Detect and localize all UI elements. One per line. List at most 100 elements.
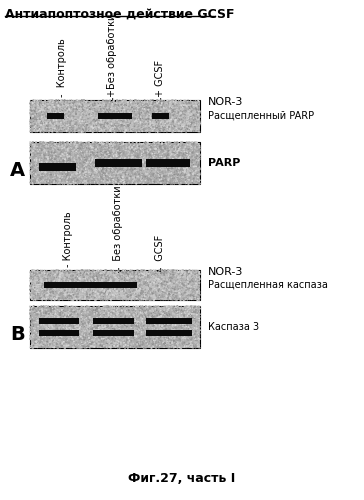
Point (136, 144, 142, 152)
Point (110, 107, 115, 115)
Point (137, 341, 143, 349)
Point (111, 286, 117, 294)
Point (70, 317, 75, 325)
Point (179, 290, 185, 298)
Point (149, 153, 155, 161)
Point (150, 281, 156, 289)
Point (98, 172, 104, 180)
Point (87, 289, 93, 297)
Point (147, 108, 153, 116)
Point (74, 335, 79, 343)
Point (196, 146, 202, 154)
Point (41, 120, 47, 128)
Point (163, 332, 169, 340)
Point (76, 282, 82, 290)
Point (50, 138, 55, 146)
Point (170, 270, 176, 278)
Point (171, 295, 177, 303)
Point (144, 304, 150, 312)
Point (35, 310, 40, 318)
Point (77, 306, 83, 314)
Point (60, 179, 66, 187)
Point (150, 332, 155, 340)
Point (90, 286, 96, 294)
Point (162, 112, 168, 120)
Point (91, 173, 97, 181)
Point (122, 100, 128, 108)
Point (31, 166, 37, 174)
Point (110, 167, 116, 175)
Point (135, 336, 141, 344)
Point (43, 148, 49, 156)
Point (51, 114, 57, 122)
Point (172, 145, 178, 153)
Point (31, 151, 36, 159)
Point (28, 294, 33, 302)
Point (108, 154, 114, 162)
Point (127, 112, 133, 120)
Point (142, 174, 148, 182)
Point (160, 164, 166, 172)
Point (88, 100, 94, 108)
Point (173, 154, 179, 162)
Point (186, 180, 191, 188)
Point (95, 273, 101, 281)
Point (181, 155, 186, 163)
Point (192, 120, 198, 128)
Point (171, 152, 177, 160)
Point (34, 308, 40, 316)
Point (79, 270, 85, 278)
Point (98, 141, 104, 149)
Point (58, 343, 63, 351)
Point (156, 320, 162, 328)
Point (101, 329, 107, 337)
Point (105, 276, 111, 284)
Point (34, 113, 40, 121)
Point (98, 140, 103, 148)
Point (135, 294, 141, 302)
Point (114, 272, 120, 280)
Point (162, 328, 167, 336)
Point (112, 314, 118, 322)
Point (101, 306, 107, 314)
Point (154, 112, 159, 120)
Point (149, 328, 154, 336)
Point (91, 325, 97, 333)
Point (134, 110, 139, 118)
Point (142, 306, 147, 314)
Point (123, 340, 129, 348)
Point (82, 171, 88, 179)
Point (150, 322, 156, 330)
Point (68, 116, 74, 124)
Point (162, 310, 167, 318)
Point (107, 96, 113, 104)
Point (148, 334, 154, 342)
Point (54, 295, 59, 303)
Point (102, 308, 108, 316)
Point (55, 334, 61, 342)
Point (188, 329, 194, 337)
Point (186, 170, 192, 178)
Point (157, 168, 163, 175)
Point (84, 306, 90, 314)
Point (75, 294, 81, 302)
Point (50, 150, 56, 158)
Point (56, 152, 62, 160)
Point (142, 145, 148, 153)
Point (62, 282, 67, 290)
Point (147, 319, 153, 327)
Point (156, 147, 162, 155)
Point (197, 333, 202, 341)
Point (154, 276, 159, 284)
Point (40, 276, 46, 283)
Point (60, 98, 66, 106)
Point (70, 268, 75, 276)
Point (79, 328, 84, 336)
Point (189, 325, 195, 333)
Point (175, 339, 181, 347)
Point (131, 148, 137, 156)
Point (169, 163, 175, 171)
Point (39, 153, 45, 161)
Point (55, 316, 61, 324)
Point (45, 309, 51, 317)
